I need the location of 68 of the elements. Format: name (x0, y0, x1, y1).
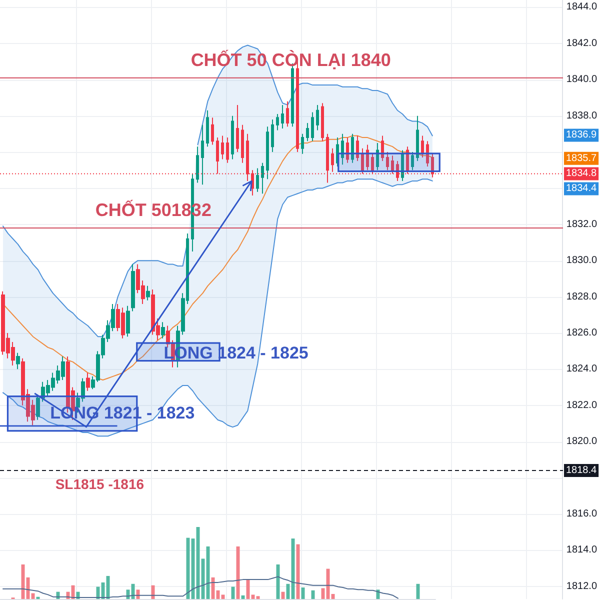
line-series (2, 178, 433, 437)
y-tick-label: 1844.0 (566, 2, 598, 13)
candlestick (196, 146, 199, 184)
y-tick-label: 1838.0 (566, 110, 598, 122)
candlestick (266, 126, 269, 180)
candlestick (331, 148, 334, 172)
candlestick (281, 104, 284, 129)
candlestick (161, 322, 165, 339)
bar (296, 544, 300, 599)
y-tick-label: 1820.0 (566, 436, 598, 448)
candlestick (226, 137, 229, 164)
y-tick-label: 1830.0 (566, 255, 598, 266)
candlestick (146, 285, 150, 301)
candlestick (221, 135, 224, 160)
ref-line-label: 1818.4 (566, 465, 598, 476)
y-tick-label: 1842.0 (566, 38, 598, 49)
candlestick (231, 115, 234, 160)
candlestick (261, 162, 264, 194)
bar (416, 584, 420, 599)
candlestick (416, 115, 419, 162)
bar (281, 592, 285, 599)
candlestick (316, 104, 319, 131)
candlestick (131, 264, 135, 312)
y-tick-label: 1824.0 (566, 364, 598, 375)
candlestick (126, 305, 130, 338)
candlestick (36, 394, 40, 420)
candlestick (201, 124, 204, 186)
y-tick-label: 1822.0 (566, 400, 598, 411)
ref-line-label: 1834.8 (566, 168, 598, 180)
candlestick (286, 100, 289, 128)
text: 1836.9 (566, 130, 598, 141)
candlestick (86, 372, 90, 392)
candlestick (301, 133, 304, 154)
bar (241, 595, 245, 599)
candlestick (241, 124, 244, 164)
bar (236, 546, 240, 599)
candlestick (376, 142, 379, 171)
bar (276, 564, 280, 599)
annotation: SL1815 -1816 (55, 476, 144, 492)
y-tick-label: 1826.0 (566, 327, 598, 338)
candlestick (271, 118, 274, 153)
y-tick-label: 1832.0 (566, 218, 598, 230)
candlestick (206, 110, 209, 148)
candlestick (311, 112, 314, 142)
candlestick (16, 352, 20, 370)
candlestick (276, 114, 279, 131)
bar (151, 585, 155, 599)
y-tick-label: 1812.0 (566, 580, 598, 592)
text: 1835.7 (566, 152, 598, 164)
candlestick (411, 152, 414, 171)
candlestick (336, 137, 339, 167)
candlestick (211, 117, 214, 146)
y-tick-label: 1840.0 (566, 74, 598, 86)
bar (301, 587, 305, 599)
bar (231, 586, 235, 599)
candlestick (401, 150, 404, 182)
candlestick (236, 104, 239, 153)
y-tick-label: 1828.0 (566, 291, 598, 302)
candlestick (321, 102, 324, 142)
candlestick (351, 133, 354, 164)
y-tick-label: 1816.0 (566, 508, 598, 520)
bar (311, 590, 315, 599)
candlestick (341, 133, 344, 166)
candlestick (306, 122, 309, 142)
y-tick-label: 1814.0 (566, 544, 598, 556)
candlestick (256, 168, 259, 192)
text: 1834.4 (566, 183, 598, 194)
line-series (2, 135, 433, 381)
